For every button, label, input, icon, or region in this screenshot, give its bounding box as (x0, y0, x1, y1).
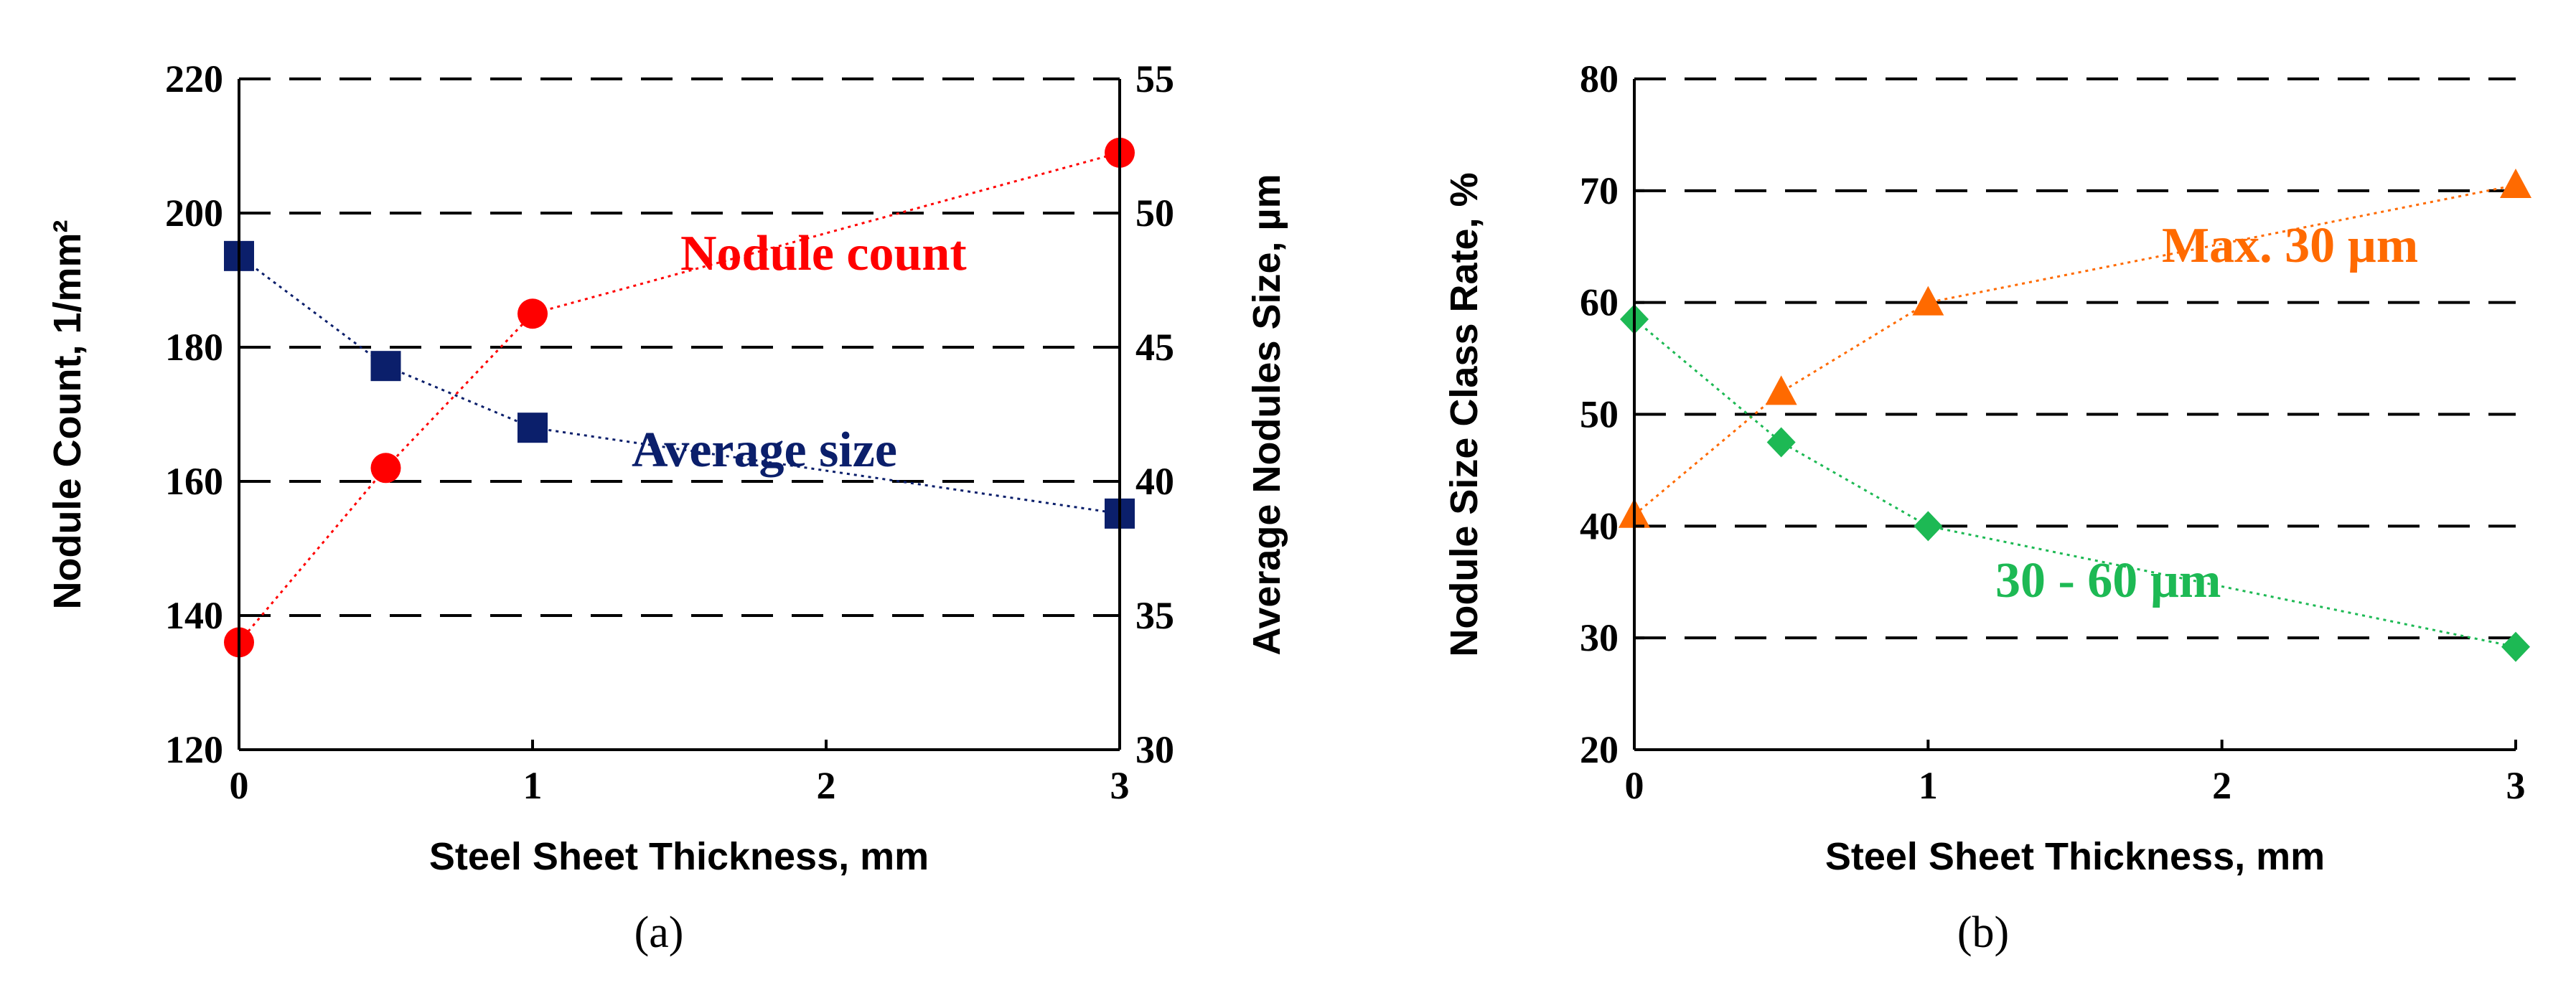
panel-b-tick-labels: 20 30 40 50 60 70 80 0 1 2 3 (1580, 57, 2526, 807)
panel-a-series (224, 137, 1135, 658)
panel-b-y-tick-label: 80 (1580, 57, 1619, 100)
panel-b-y-title: Nodule Size Class Rate, % (1443, 172, 1486, 656)
panel-a-y-right-title: Average Nodules Size, µm (1245, 174, 1288, 655)
panel-a-x-tick-label: 1 (523, 764, 543, 807)
panel-b-series-0-point (1765, 375, 1797, 405)
panel-a-series-label-nodule-count: Nodule count (680, 226, 967, 281)
panel-b-label: (b) (1957, 908, 2009, 957)
panel-a-y-tick-label: 200 (165, 192, 223, 235)
panel-a-series-0-line (238, 151, 1120, 644)
panel-b-series-label-30-60: 30 - 60 µm (1995, 553, 2221, 608)
panel-a-series-1-point (517, 413, 548, 443)
panel-a-x-tick-label: 2 (817, 764, 836, 807)
panel-b-series-1-point (1914, 511, 1943, 542)
panel-b-series (1619, 169, 2531, 662)
panel-b-series-0-point (2500, 169, 2531, 199)
panel-a-gridlines (239, 77, 1120, 617)
panel-b-x-tick-label: 3 (2506, 764, 2526, 807)
panel-a-y-right-tick-label: 40 (1135, 460, 1174, 503)
panel-a-y-right-tick-label: 35 (1135, 594, 1174, 637)
panel-b-y-tick-label: 50 (1580, 393, 1619, 436)
panel-a-x-title: Steel Sheet Thickness, mm (429, 835, 929, 878)
panel-b-y-tick-label: 30 (1580, 616, 1619, 659)
panel-b-y-tick-label: 70 (1580, 169, 1619, 212)
panel-a-y-right-tick-label: 55 (1135, 57, 1174, 100)
panel-a-y-tick-label: 220 (165, 57, 223, 100)
panel-b-series-1-point (1766, 427, 1796, 458)
panel-a-series-1-line (238, 255, 1120, 515)
panel-b-x-tick-label: 1 (1919, 764, 1938, 807)
panel-b-y-tick-label: 20 (1580, 728, 1619, 771)
panel-a-x-tick-label: 0 (230, 764, 249, 807)
panel-a-series-1-point (370, 351, 401, 382)
panel-a-y-right-tick-label: 30 (1135, 728, 1174, 771)
panel-b-x-tick-label: 0 (1625, 764, 1644, 807)
panel-a: 120 140 160 180 200 220 30 35 40 45 50 55 0 1 2 3 Nodul… (46, 57, 1288, 957)
panel-b-x-tick-label: 2 (2212, 764, 2231, 807)
panel-b-series-0-line (1634, 184, 2516, 516)
panel-a-y-left-title: Nodule Count, 1/mm² (46, 220, 89, 610)
panel-a-x-tick-label: 3 (1110, 764, 1130, 807)
panel-a-y-tick-label: 140 (165, 594, 223, 637)
panel-b-y-tick-label: 60 (1580, 281, 1619, 324)
panel-b-series-0-point (1912, 286, 1944, 316)
panel-a-y-tick-label: 120 (165, 728, 223, 771)
panel-a-tick-labels: 120 140 160 180 200 220 30 35 40 45 50 55 0 1 2 3 (165, 57, 1174, 807)
panel-a-series-0-point (517, 298, 548, 329)
panel-a-series-label-average-size: Average size (632, 423, 897, 478)
panel-b-series-1-line (1634, 318, 2516, 649)
panel-b-y-tick-label: 40 (1580, 504, 1619, 547)
panel-b: 20 30 40 50 60 70 80 0 1 2 3 Nodule Size Class Rat… (1443, 57, 2531, 957)
panel-a-y-tick-label: 180 (165, 326, 223, 369)
panel-a-y-right-tick-label: 45 (1135, 326, 1174, 369)
panel-b-x-title: Steel Sheet Thickness, mm (1825, 835, 2325, 878)
panel-a-series-0-point (370, 453, 401, 484)
panel-a-y-tick-label: 160 (165, 460, 223, 503)
panel-a-y-right-tick-label: 50 (1135, 192, 1174, 235)
panel-b-gridlines (1634, 77, 2516, 640)
panel-a-label: (a) (634, 908, 684, 957)
panel-b-series-1-point (2501, 631, 2530, 662)
panel-b-series-label-max-30: Max. 30 µm (2162, 218, 2418, 273)
